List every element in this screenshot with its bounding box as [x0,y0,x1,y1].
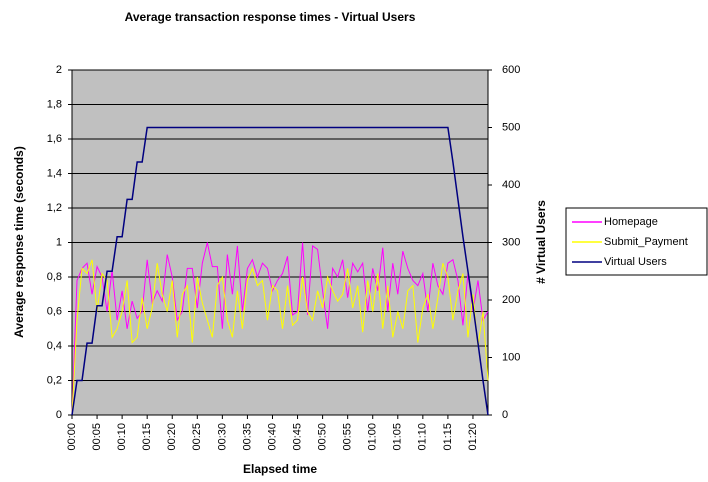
y-tick-label: 2 [56,64,62,76]
y-tick-label: 1,2 [47,202,62,214]
chart-title: Average transaction response times - Vir… [125,10,416,24]
x-tick-label: 00:10 [116,423,128,451]
y-tick-label: 0,4 [47,340,62,352]
y-tick-label: 0,6 [47,305,62,317]
series-line [71,259,489,416]
series-line [71,242,489,416]
y-tick-label: 1,4 [47,167,62,179]
y-tick-label: 1,8 [47,98,62,110]
y2-tick-label: 300 [502,236,520,248]
y2-tick-label: 100 [502,351,520,363]
x-axis-label: Elapsed time [243,462,317,476]
x-tick-label: 00:00 [66,423,78,451]
x-tick-label: 00:15 [141,423,153,451]
y-tick-label: 1,6 [47,133,62,145]
x-tick-label: 01:05 [392,423,404,451]
x-tick-label: 00:55 [342,423,354,451]
y2-tick-label: 400 [502,179,520,191]
x-tick-label: 01:15 [442,423,454,451]
y-axis-label: Average response time (seconds) [12,146,26,338]
x-tick-label: 01:20 [467,423,479,451]
x-tick-label: 00:50 [317,423,329,451]
y-tick-label: 0 [56,409,62,421]
legend-label: Virtual Users [604,256,667,268]
y-tick-label: 0,8 [47,271,62,283]
legend-label: Homepage [604,216,658,228]
series-line [71,126,489,416]
x-tick-label: 00:20 [166,423,178,451]
y2-tick-label: 500 [502,121,520,133]
y2-tick-label: 0 [502,409,508,421]
y2-tick-label: 200 [502,294,520,306]
x-tick-label: 00:25 [191,423,203,451]
x-tick-label: 00:30 [216,423,228,451]
x-tick-label: 00:45 [291,423,303,451]
x-tick-label: 00:35 [241,423,253,451]
y-tick-label: 0,2 [47,374,62,386]
x-tick-label: 00:05 [91,423,103,451]
x-tick-label: 01:10 [417,423,429,451]
x-tick-label: 01:00 [367,423,379,451]
y2-tick-label: 600 [502,64,520,76]
x-tick-label: 00:40 [266,423,278,451]
y2-axis-label: # Virtual Users [534,200,548,284]
legend-label: Submit_Payment [604,236,688,248]
y-tick-label: 1 [56,236,62,248]
